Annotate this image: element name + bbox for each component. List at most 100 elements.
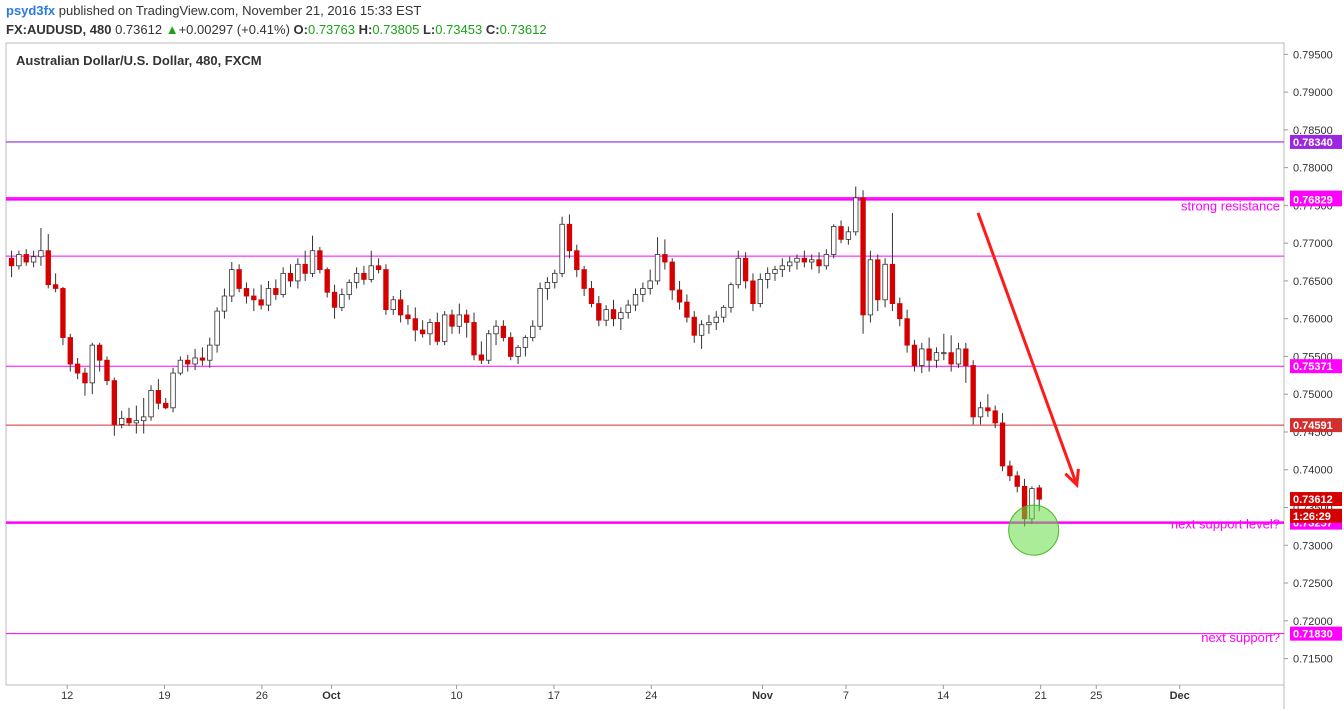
x-tick-label: 10: [450, 690, 462, 702]
x-tick-label: Oct: [322, 690, 341, 702]
candle-body: [853, 197, 859, 233]
candle-body: [89, 344, 95, 384]
candle-body: [67, 337, 73, 365]
candle-body: [882, 263, 888, 301]
candle-body: [302, 263, 308, 274]
candle-body: [508, 337, 514, 357]
candle-body: [265, 288, 272, 306]
y-tick-label: 0.73500: [1293, 503, 1333, 515]
candle-body: [713, 316, 719, 323]
level-price-label: 0.71830: [1293, 629, 1333, 641]
candle-body: [434, 322, 440, 342]
candle-body: [397, 299, 404, 316]
candle-body: [412, 318, 418, 331]
candle-body: [985, 407, 991, 412]
level-price-tag: [1290, 418, 1342, 433]
candle-body: [897, 303, 903, 320]
candle-body: [23, 254, 29, 263]
trend-arrow-head: [1064, 468, 1080, 489]
author-link[interactable]: psyd3fx: [6, 3, 56, 18]
close-value: 0.73612: [499, 22, 547, 37]
plot-area[interactable]: [5, 42, 1285, 686]
candle-body: [155, 390, 162, 404]
y-tick-label: 0.78000: [1293, 163, 1333, 175]
y-tick-label: 0.77000: [1293, 238, 1333, 250]
candle-body: [963, 348, 969, 366]
y-tick-label: 0.72000: [1293, 616, 1333, 628]
candle-body: [867, 259, 874, 316]
published-text: published on TradingView.com, November 2…: [58, 3, 422, 18]
candle-body: [295, 263, 301, 282]
level-price-tag: [1290, 134, 1342, 149]
candle-body: [720, 306, 727, 318]
time-axis[interactable]: 12 19 26 Oct 10 17 24 Nov 7 14 21 25 Dec: [61, 685, 1190, 702]
candle-body: [566, 223, 573, 252]
candle-body: [441, 314, 448, 342]
candle-body: [214, 310, 220, 346]
candle-body: [133, 420, 140, 424]
candle-body: [911, 344, 918, 366]
candle-body: [684, 301, 690, 318]
candle-body: [486, 333, 492, 361]
symbol-label: FX:AUDUSD, 480: [6, 22, 112, 37]
candle-body: [493, 325, 499, 335]
candle-body: [192, 357, 198, 365]
candle-body: [522, 337, 529, 348]
candle-body: [163, 402, 169, 409]
candle-body: [904, 318, 910, 346]
x-tick-label: Dec: [1170, 690, 1190, 702]
publish-line: psyd3fx published on TradingView.com, No…: [6, 3, 421, 18]
candle-body: [706, 322, 712, 326]
candle-body: [317, 250, 323, 270]
candle-body: [955, 348, 962, 365]
candle-body: [258, 299, 264, 306]
annotation-text: next support?: [1201, 630, 1280, 645]
horizontal-levels: [6, 141, 1284, 635]
candle-body: [625, 304, 631, 314]
candle-body: [530, 325, 536, 338]
level-price-label: 0.75371: [1293, 361, 1333, 373]
candle-body: [45, 250, 51, 286]
candle-body: [750, 280, 756, 304]
candle-body: [82, 372, 88, 384]
price-axis[interactable]: 0.795000.790000.785000.780000.775000.770…: [1284, 49, 1342, 666]
candle-body: [30, 256, 37, 263]
candle-body: [236, 269, 242, 289]
x-tick-label: 19: [158, 690, 170, 702]
x-tick-label: 21: [1035, 690, 1047, 702]
candle-body: [735, 257, 741, 286]
candle-body: [574, 250, 580, 270]
level-price-tag: [1290, 192, 1342, 207]
candle-body: [941, 352, 947, 355]
candle-body: [860, 197, 866, 316]
candle-body: [999, 422, 1006, 467]
candle-body: [728, 284, 734, 308]
y-tick-label: 0.76000: [1293, 314, 1333, 326]
candle-body: [478, 354, 485, 361]
candle-body: [383, 269, 389, 311]
y-tick-label: 0.75000: [1293, 389, 1333, 401]
x-tick-label: 25: [1090, 690, 1102, 702]
x-tick-label: 26: [256, 690, 268, 702]
x-tick-label: 14: [937, 690, 949, 702]
candle-body: [640, 288, 646, 295]
high-value: 0.73805: [372, 22, 420, 37]
candle-body: [331, 291, 338, 308]
level-price-tag: [1290, 359, 1342, 374]
candle-body: [368, 265, 374, 280]
candle-body: [559, 223, 565, 274]
candle-body: [199, 357, 206, 361]
candle-body: [280, 272, 286, 295]
level-price-label: 0.78340: [1293, 137, 1333, 149]
candle-body: [779, 265, 786, 270]
candle-body: [405, 314, 411, 320]
candle-body: [919, 348, 925, 366]
candle-body: [875, 259, 881, 301]
candle-body: [588, 288, 595, 304]
candle-body: [1014, 475, 1020, 487]
candle-body: [339, 294, 345, 308]
candle-body: [60, 288, 66, 338]
level-price-label: 0.74591: [1293, 420, 1333, 432]
candle-body: [8, 257, 15, 267]
